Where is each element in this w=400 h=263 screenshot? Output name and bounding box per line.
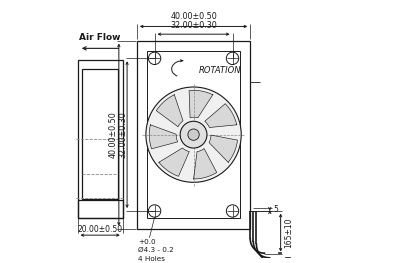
Bar <box>78 200 123 218</box>
Circle shape <box>188 129 199 140</box>
Polygon shape <box>205 104 237 128</box>
Text: Air Flow: Air Flow <box>80 33 121 42</box>
Text: +0.0: +0.0 <box>138 239 156 245</box>
Polygon shape <box>189 90 213 118</box>
Polygon shape <box>159 148 189 176</box>
Text: 5: 5 <box>273 205 278 214</box>
Bar <box>137 41 250 229</box>
Text: 165±10: 165±10 <box>284 217 293 248</box>
Text: 40.00±0.50: 40.00±0.50 <box>170 12 217 21</box>
Text: ROTATION: ROTATION <box>199 66 241 75</box>
Polygon shape <box>149 125 178 149</box>
Text: Ø4.3 - 0.2: Ø4.3 - 0.2 <box>138 247 174 253</box>
Polygon shape <box>209 135 238 162</box>
Bar <box>82 69 118 199</box>
Polygon shape <box>156 95 183 127</box>
Text: 4 Holes: 4 Holes <box>138 256 165 262</box>
Text: 40.00±0.50: 40.00±0.50 <box>109 111 118 158</box>
Circle shape <box>180 121 207 148</box>
Bar <box>147 51 240 218</box>
Bar <box>78 60 123 218</box>
Text: 20.00±0.50: 20.00±0.50 <box>78 225 123 235</box>
Circle shape <box>146 87 241 182</box>
Text: 32.00±0.30: 32.00±0.30 <box>170 21 217 30</box>
Polygon shape <box>194 149 217 179</box>
Text: 32.00±0.30: 32.00±0.30 <box>118 111 127 158</box>
